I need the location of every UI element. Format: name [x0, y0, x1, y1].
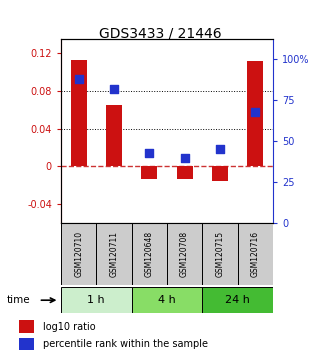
Point [217, 147, 222, 152]
Text: 4 h: 4 h [158, 295, 176, 305]
Text: GSM120708: GSM120708 [180, 231, 189, 277]
FancyBboxPatch shape [238, 223, 273, 285]
FancyBboxPatch shape [167, 223, 202, 285]
FancyBboxPatch shape [132, 223, 167, 285]
Bar [106, 105, 122, 166]
Bar [141, 166, 157, 179]
Text: percentile rank within the sample: percentile rank within the sample [43, 339, 208, 349]
Text: GDS3433 / 21446: GDS3433 / 21446 [99, 27, 222, 41]
FancyBboxPatch shape [202, 223, 238, 285]
Point [253, 109, 258, 115]
FancyBboxPatch shape [202, 287, 273, 313]
FancyBboxPatch shape [61, 287, 132, 313]
Text: 24 h: 24 h [225, 295, 250, 305]
Bar [247, 61, 263, 166]
Text: 1 h: 1 h [88, 295, 105, 305]
Text: GSM120711: GSM120711 [109, 231, 118, 277]
Point [76, 76, 81, 82]
FancyBboxPatch shape [96, 223, 132, 285]
Point [147, 150, 152, 155]
Bar [212, 166, 228, 181]
Text: GSM120716: GSM120716 [251, 231, 260, 277]
FancyBboxPatch shape [132, 287, 202, 313]
Text: log10 ratio: log10 ratio [43, 322, 95, 332]
Text: GSM120648: GSM120648 [145, 231, 154, 277]
Bar [19, 338, 34, 350]
Text: GSM120715: GSM120715 [215, 231, 224, 277]
Bar [177, 166, 193, 179]
Point [182, 155, 187, 160]
Point [111, 86, 117, 92]
Bar [71, 60, 87, 166]
Bar [19, 320, 34, 333]
Text: GSM120710: GSM120710 [74, 231, 83, 277]
FancyBboxPatch shape [61, 223, 96, 285]
Text: time: time [6, 295, 30, 305]
